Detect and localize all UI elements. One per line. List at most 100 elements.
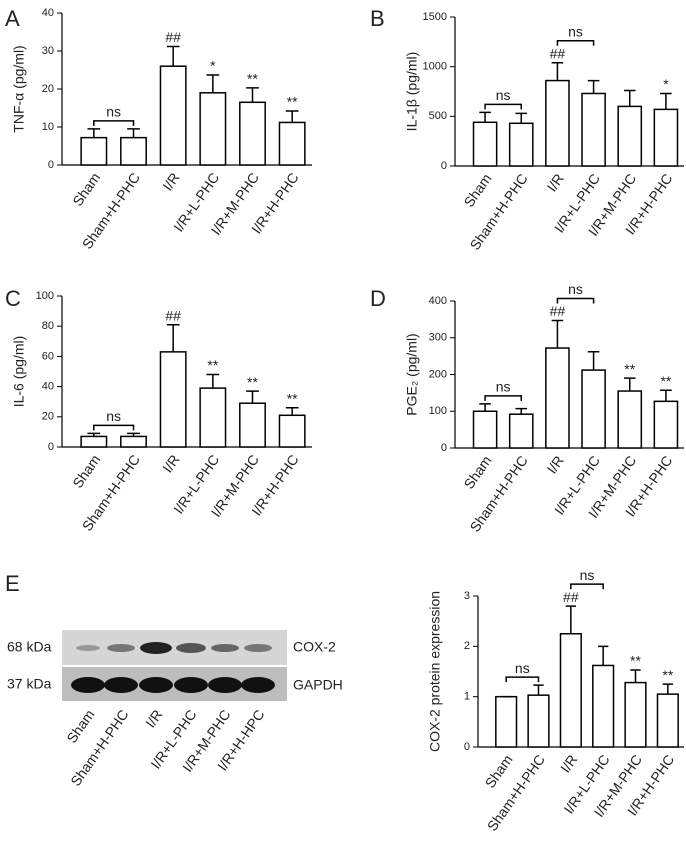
band: [71, 677, 105, 693]
significance: **: [630, 653, 641, 669]
bracket-label: ns: [496, 87, 511, 103]
error-bar: [533, 684, 544, 696]
error-bar: [166, 45, 180, 67]
bracket: [556, 297, 595, 304]
x-tick-label: Sham: [69, 170, 103, 209]
bar: [472, 410, 498, 449]
error-bar: [206, 373, 220, 389]
significance: *: [663, 76, 669, 92]
error-bar: [127, 432, 140, 437]
bar: [120, 435, 147, 448]
significance: **: [287, 390, 298, 406]
y-axis-label: PGE₂ (pg/ml): [404, 333, 420, 415]
y-tick-label: 0: [441, 160, 447, 172]
lane-label: Sham: [63, 707, 97, 746]
error-bar: [246, 87, 259, 103]
error-bar: [551, 61, 564, 81]
error-bar: [630, 669, 641, 683]
x-tick-label: I/R: [544, 453, 567, 477]
error-bar: [87, 432, 101, 437]
bar: [545, 79, 570, 167]
error-bar: [662, 683, 674, 695]
error-bar: [285, 406, 299, 416]
panel-label: C: [5, 286, 21, 311]
significance: **: [247, 71, 258, 87]
error-bar: [166, 323, 180, 352]
bar: [656, 693, 679, 748]
y-tick-label: 20: [42, 83, 54, 95]
significance: **: [247, 374, 258, 390]
bracket-label: ns: [106, 104, 121, 120]
bar: [581, 369, 606, 449]
bar: [239, 101, 266, 166]
bracket-label: ns: [515, 660, 530, 676]
y-tick-label: 1000: [423, 61, 447, 73]
significance: *: [210, 58, 216, 74]
y-tick-label: 100: [36, 290, 54, 302]
bar: [508, 122, 534, 167]
bracket: [93, 120, 135, 126]
significance: ##: [550, 303, 566, 319]
significance: ##: [563, 589, 579, 605]
band: [104, 677, 138, 693]
lane-label: I/R: [142, 707, 165, 731]
bracket: [556, 39, 595, 46]
error-bar: [597, 645, 609, 666]
bracket-label: ns: [496, 379, 511, 395]
band: [176, 643, 206, 653]
bar: [617, 390, 643, 449]
significance: **: [662, 667, 673, 683]
panel-label: E: [5, 571, 20, 596]
bar: [278, 414, 306, 448]
protein-label: GAPDH: [293, 677, 343, 693]
significance: **: [624, 361, 635, 377]
significance: **: [287, 94, 298, 110]
bar: [278, 121, 306, 166]
x-tick-label: I/R: [557, 752, 580, 776]
error-bar: [660, 92, 672, 110]
band: [140, 642, 172, 654]
bar: [653, 108, 679, 167]
band: [241, 677, 275, 693]
band: [76, 645, 100, 651]
bar: [159, 351, 187, 448]
protein-label: COX-2: [293, 639, 336, 655]
y-tick-label: 200: [429, 368, 447, 380]
bar: [199, 387, 227, 448]
error-bar: [551, 319, 564, 349]
bar: [545, 347, 570, 449]
error-bar: [206, 74, 220, 93]
bar: [527, 694, 550, 748]
y-axis-label: COX-2 protein expression: [427, 591, 443, 752]
significance: ##: [550, 45, 566, 61]
bar: [653, 400, 679, 449]
bar: [581, 92, 606, 167]
x-tick-label: I/R: [159, 452, 182, 476]
bracket-label: ns: [580, 567, 595, 583]
error-bar: [587, 79, 600, 94]
y-tick-label: 300: [429, 332, 447, 344]
bar: [159, 65, 187, 166]
marker-label: 68 kDa: [7, 639, 52, 655]
bracket: [570, 583, 604, 590]
error-bar: [246, 390, 259, 404]
band: [107, 644, 135, 652]
blot: 68 kDa 37 kDa COX-2 GAPDH: [7, 630, 343, 701]
y-tick-label: 60: [42, 350, 54, 362]
bar: [559, 633, 582, 748]
y-tick-label: 80: [42, 320, 54, 332]
bar: [80, 435, 108, 448]
y-tick-label: 40: [42, 381, 54, 393]
error-bar: [127, 128, 140, 138]
y-tick-label: 0: [48, 159, 54, 171]
y-axis-label: TNF-α (pg/ml): [11, 45, 27, 132]
bar: [80, 136, 108, 166]
error-bar: [623, 377, 636, 392]
error-bar: [660, 389, 672, 402]
band: [174, 677, 208, 693]
bracket-label: ns: [106, 408, 121, 424]
bracket: [484, 395, 522, 401]
error-bar: [285, 110, 299, 123]
